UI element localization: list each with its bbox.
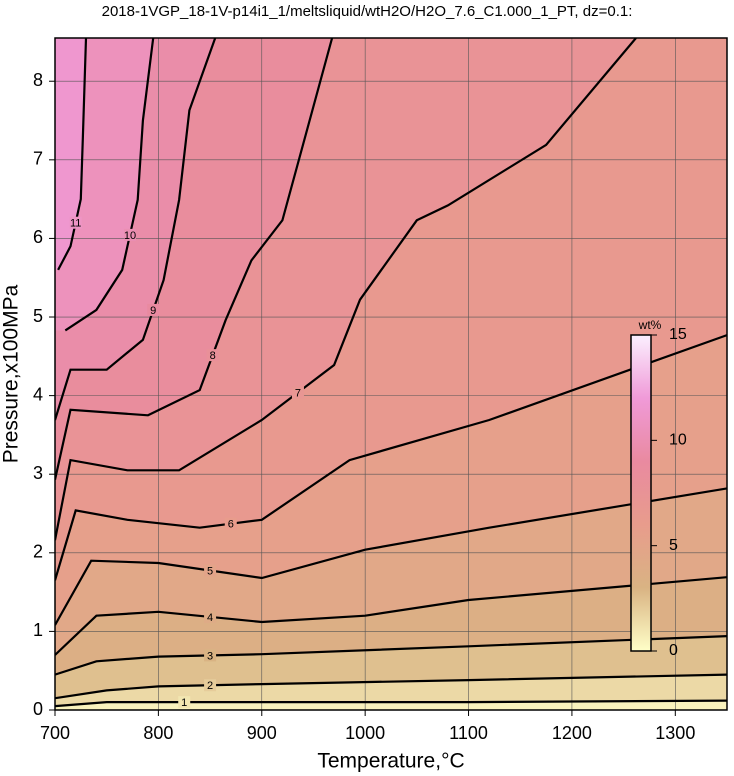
y-tick-label: 6 — [33, 227, 43, 247]
x-tick-label: 700 — [40, 723, 70, 743]
contour-label: 4 — [207, 612, 213, 624]
y-tick-label: 8 — [33, 70, 43, 90]
contour-line — [55, 576, 727, 656]
y-tick-label: 0 — [33, 699, 43, 719]
contour-label-bg — [204, 610, 217, 623]
contour-band — [55, 38, 87, 270]
contour-label: 11 — [70, 218, 81, 230]
contour-line — [55, 699, 727, 708]
contour-label: 7 — [295, 387, 301, 399]
colorbar — [630, 334, 652, 652]
contour-label-bg — [147, 303, 160, 316]
y-tick-label: 5 — [33, 306, 43, 326]
contour-label: 6 — [228, 519, 234, 531]
x-tick-label: 1300 — [655, 723, 695, 743]
plot-frame — [54, 37, 728, 711]
contour-label-bg — [206, 349, 219, 362]
x-axis-title: Temperature,°C — [317, 750, 464, 773]
contour-label-bg — [178, 696, 191, 709]
contour-label-bg — [69, 216, 82, 229]
contour-label-bg — [123, 228, 136, 241]
y-tick-label: 3 — [33, 463, 43, 483]
contour-label: 2 — [207, 680, 213, 692]
x-tick-label: 1100 — [449, 723, 488, 743]
contour-label: 9 — [150, 305, 156, 317]
colorbar-tick-label: 5 — [669, 537, 678, 554]
contour-label-bg — [204, 649, 217, 662]
contour-label-bg — [204, 564, 217, 577]
overlay: 700 800 900 1000 1100 1200 1300012345678wt%051… — [33, 37, 728, 743]
x-tick-label: 1200 — [552, 723, 592, 743]
contour-label: 3 — [207, 650, 213, 662]
contour-label: 1 — [181, 697, 187, 709]
colorbar-tick-label: 10 — [669, 432, 687, 449]
colorbar-label: wt% — [638, 318, 662, 332]
contour-label: 5 — [207, 565, 213, 577]
y-tick-label: 4 — [33, 384, 43, 404]
contour-line — [55, 38, 637, 541]
colorbar-tick-label: 0 — [669, 642, 678, 659]
x-tick-label: 900 — [247, 723, 277, 743]
contour-label: 8 — [210, 350, 216, 362]
colorbar-tick-label: 15 — [669, 326, 687, 343]
contour-label-bg — [291, 386, 304, 399]
contour-label: 10 — [124, 230, 136, 242]
chart-title: 2018-1VGP_18-1V-p14i1_1/meltsliquid/wtH2… — [102, 3, 633, 20]
y-tick-label: 2 — [33, 542, 43, 562]
x-tick-label: 1000 — [345, 723, 385, 743]
contour-label-bg — [204, 679, 217, 692]
plot-area: 1 2 3 4 5 6 7 8 9 10 11 — [55, 38, 727, 710]
y-tick-label: 1 — [33, 620, 43, 640]
y-axis-title: Pressure,x100MPa — [0, 284, 23, 463]
contour-line — [55, 487, 727, 626]
x-tick-label: 800 — [143, 723, 173, 743]
contour-line — [57, 38, 88, 271]
y-tick-label: 7 — [33, 149, 43, 169]
contour-label-bg — [224, 517, 237, 530]
